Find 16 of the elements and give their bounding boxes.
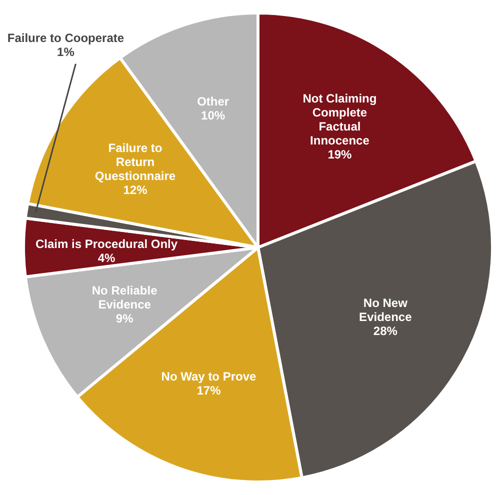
data-label: 28% <box>373 324 398 338</box>
data-label: 19% <box>328 148 352 162</box>
data-label: 17% <box>196 384 222 398</box>
slice-label: Failure to Cooperate <box>7 31 124 46</box>
slice-label: No New Evidence <box>359 296 412 324</box>
slice-label: Not Claiming Complete Factual Innocence <box>302 92 377 148</box>
slice-label: Claim is Procedural Only <box>35 236 178 251</box>
data-label: 1% <box>57 45 75 60</box>
slice-label: Failure to Return Questionnaire <box>94 140 176 183</box>
slice-label: No Way to Prove <box>161 370 257 384</box>
data-label: 10% <box>201 108 226 123</box>
data-label: 12% <box>123 182 148 197</box>
slice-label: Other <box>197 94 230 109</box>
data-label: 4% <box>98 250 116 265</box>
slice-label: No Reliable Evidence <box>92 284 158 312</box>
data-label: 9% <box>116 312 134 326</box>
